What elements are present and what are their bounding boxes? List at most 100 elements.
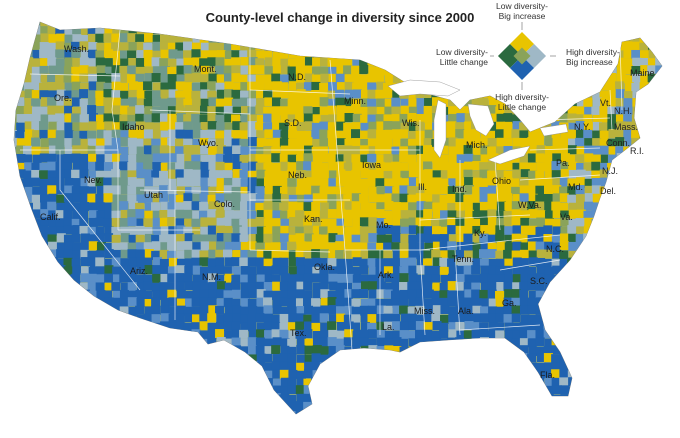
county-cell [135,386,145,396]
county-cell [215,130,225,140]
county-cell [623,209,633,219]
county-cell [424,265,434,275]
county-cell [311,401,321,411]
county-cell [495,106,505,116]
county-cell [384,393,394,403]
county-cell [191,98,201,108]
county-cell [527,338,537,348]
county-cell [608,282,618,292]
legend-bottom-line1: High diversity- [495,92,549,102]
county-cell [96,321,106,331]
county-cell [576,90,586,100]
county-cell [23,178,33,188]
county-cell [479,289,489,299]
county-cell [255,122,265,132]
county-cell [288,330,298,340]
county-cell [256,322,266,332]
county-cell [415,353,425,363]
county-cell [511,338,521,348]
county-cell [248,402,258,412]
county-cell [336,186,346,196]
county-cell [471,218,481,228]
county-cell [31,233,41,243]
county-cell [487,170,497,180]
county-cell [55,274,65,284]
county-cell [367,298,377,308]
county-cell [552,137,562,147]
county-cell [200,169,210,179]
county-cell [136,361,146,371]
county-cell [608,297,618,307]
county-cell [480,265,490,275]
county-cell [623,282,633,292]
county-cell [296,170,306,180]
county-cell [199,314,209,324]
county-cell [440,34,450,44]
county-cell [472,258,482,268]
county-cell [272,81,282,91]
county-cell [295,298,305,308]
county-cell [439,145,449,155]
county-cell [632,217,642,227]
county-cell [87,130,97,140]
county-cell [72,337,82,347]
county-cell [584,121,594,131]
county-cell [216,281,226,291]
county-cell [368,353,378,363]
county-cell [88,58,98,68]
county-cell [184,338,194,348]
county-cell [111,177,121,187]
county-cell [568,338,578,348]
county-cell [111,185,121,195]
county-cell [120,73,130,83]
county-cell [176,298,186,308]
county-cell [583,258,593,268]
county-cell [72,161,82,171]
county-cell [583,242,593,252]
county-cell [624,106,634,116]
county-cell [528,385,538,395]
county-cell [392,186,402,196]
county-cell [14,218,17,228]
county-cell [24,346,34,356]
county-cell [463,353,473,363]
county-cell [335,250,345,260]
county-cell [231,22,241,27]
county-cell [479,186,489,196]
county-cell [200,177,210,187]
county-cell [40,146,50,156]
county-cell [479,138,489,148]
county-cell [464,321,474,331]
county-cell [183,114,193,124]
county-cell [632,74,642,84]
county-cell [143,242,153,252]
county-cell [615,273,625,283]
county-cell [64,34,74,44]
county-cell [344,329,354,339]
county-cell [576,226,586,236]
county-cell [87,193,97,203]
county-cell [487,217,497,227]
county-cell [96,354,106,364]
county-cell [544,66,554,76]
county-cell [247,218,257,228]
county-cell [272,57,282,67]
county-cell [215,410,225,414]
county-cell [384,74,394,84]
county-cell [456,73,466,83]
county-cell [296,202,306,212]
county-cell [248,289,258,299]
county-cell [31,378,41,388]
county-cell [496,218,506,228]
county-cell [592,401,602,411]
county-cell [72,394,82,404]
county-cell [135,410,145,414]
county-cell [463,130,473,140]
county-cell [87,26,97,36]
county-cell [575,378,585,388]
county-cell [536,410,546,414]
county-cell [440,378,450,388]
county-cell [536,417,545,426]
county-cell [480,242,490,252]
county-cell [175,394,185,404]
